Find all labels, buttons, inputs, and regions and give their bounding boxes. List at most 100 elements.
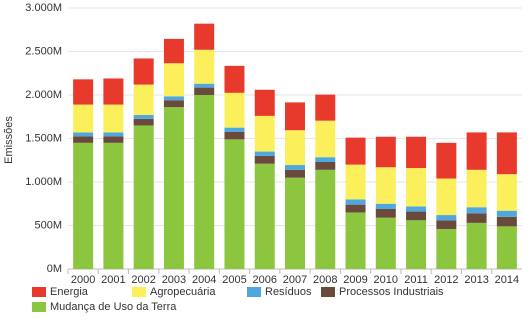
x-tick-label: 2009: [343, 274, 367, 286]
bar-segment: [133, 84, 154, 116]
bar-segment: [133, 118, 154, 126]
bar-segment: [73, 132, 94, 137]
legend-swatch: [247, 287, 261, 297]
bar-segment: [133, 115, 154, 119]
x-tick-label: 2003: [162, 274, 186, 286]
y-axis-label: Emissões: [3, 116, 15, 164]
bar-segment: [375, 208, 396, 218]
bar-segment: [224, 139, 245, 269]
bar-segment: [496, 210, 517, 217]
y-tick-label: 1.500M: [25, 132, 62, 144]
bar-segment: [224, 92, 245, 128]
x-tick-label: 2010: [374, 274, 398, 286]
bar-segment: [375, 136, 396, 168]
bar-segment: [466, 213, 487, 223]
bar-segment: [103, 136, 124, 143]
legend-label: Mudança de Uso da Terra: [50, 301, 177, 313]
x-tick-label: 2002: [131, 274, 155, 286]
bar-segment: [496, 216, 517, 227]
legend-swatch: [321, 287, 335, 297]
x-tick-label: 2014: [495, 274, 519, 286]
bar-segment: [194, 23, 215, 50]
bar-segment: [285, 169, 305, 178]
y-tick-label: 2.000M: [25, 89, 62, 101]
bar-segment: [436, 220, 457, 229]
bar-segment: [194, 83, 215, 88]
y-tick-label: 3.000M: [25, 2, 62, 14]
bar-segment: [254, 151, 275, 156]
bar-segment: [406, 206, 427, 212]
bar-segment: [163, 38, 184, 64]
bar-segment: [406, 168, 427, 207]
legend-label: Agropecuária: [150, 286, 216, 298]
bar-segment: [285, 102, 305, 131]
bar-segment: [73, 79, 94, 105]
bar-segment: [345, 204, 366, 213]
bar-segment: [315, 169, 336, 269]
bar-segment: [345, 212, 366, 269]
x-tick-label: 2005: [222, 274, 246, 286]
bar-segment: [163, 63, 184, 97]
legend-swatch: [32, 287, 46, 297]
bar-segment: [73, 104, 94, 133]
x-tick-label: 2004: [192, 274, 216, 286]
legend-swatch: [132, 287, 146, 297]
bar-segment: [466, 169, 487, 208]
bar-segment: [436, 215, 457, 221]
bar-segment: [254, 155, 275, 164]
bar-segment: [315, 161, 336, 170]
bar-segment: [315, 157, 336, 162]
x-tick-label: 2013: [464, 274, 488, 286]
bar-segment: [406, 220, 427, 269]
x-tick-label: 2011: [404, 274, 428, 286]
bar-segment: [406, 136, 427, 169]
bar-segment: [375, 217, 396, 269]
bar-segment: [103, 104, 124, 133]
bar-segment: [436, 228, 457, 269]
legend-label: Processos Industriais: [339, 286, 444, 298]
bar-segment: [436, 142, 457, 179]
bar-segment: [73, 136, 94, 143]
legend-label: Resíduos: [265, 286, 312, 298]
bar-segment: [436, 178, 457, 216]
bar-segment: [375, 167, 396, 204]
legend-label: Energia: [50, 286, 89, 298]
bar-segment: [194, 49, 215, 84]
bar-segment: [224, 65, 245, 93]
bar-segment: [285, 165, 305, 170]
bar-segment: [194, 87, 215, 95]
bar-segment: [285, 130, 305, 166]
bar-segment: [194, 95, 215, 269]
bar-segment: [133, 58, 154, 85]
x-tick-label: 2008: [313, 274, 337, 286]
bar-segment: [496, 174, 517, 211]
bar-segment: [73, 142, 94, 269]
bar-segment: [224, 131, 245, 140]
bar-segment: [163, 107, 184, 270]
legend-swatch: [32, 302, 46, 312]
bar-segment: [254, 163, 275, 269]
bar-segment: [406, 211, 427, 221]
bar-segment: [103, 78, 124, 105]
x-tick-label: 2007: [283, 274, 307, 286]
bar-segment: [496, 132, 517, 175]
x-tick-label: 2000: [71, 274, 95, 286]
x-tick-label: 2006: [252, 274, 276, 286]
x-tick-label: 2001: [101, 274, 125, 286]
bar-segment: [315, 94, 336, 121]
bar-segment: [224, 127, 245, 132]
bar-segment: [345, 137, 366, 165]
y-tick-label: 0M: [47, 263, 62, 275]
bar-segment: [345, 199, 366, 205]
bar-segment: [254, 89, 275, 116]
bar-segment: [163, 96, 184, 101]
bar-segment: [103, 132, 124, 137]
bar-segment: [103, 142, 124, 269]
bar-segment: [466, 222, 487, 269]
bar-segment: [133, 125, 154, 269]
bar-segment: [315, 120, 336, 158]
bar-segment: [163, 100, 184, 108]
y-tick-label: 2.500M: [25, 45, 62, 57]
bar-segment: [496, 226, 517, 269]
